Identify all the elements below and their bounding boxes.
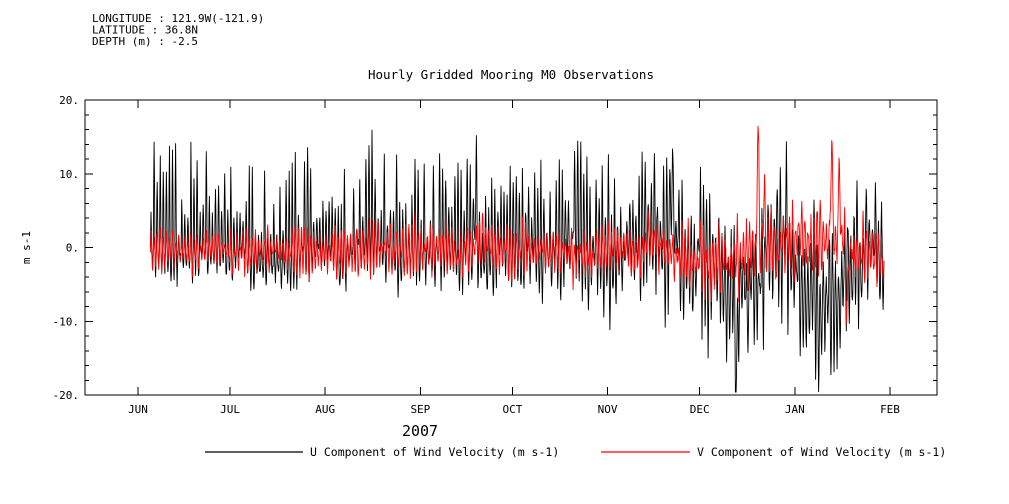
legend-u-label: U Component of Wind Velocity (m s-1) — [310, 445, 559, 459]
longitude-label: LONGITUDE : 121.9W(-121.9) — [92, 12, 264, 25]
axis-tick-labels: JUN JUL AUG SEP OCT NOV DEC JAN FEB 20. 10. 0. -10. -… — [53, 94, 901, 416]
y-tick-label: -20. — [53, 389, 80, 402]
x-month-label: SEP — [410, 403, 430, 416]
depth-label: DEPTH (m) : -2.5 — [92, 35, 198, 48]
y-tick-label: 20. — [59, 94, 79, 107]
x-month-label: JAN — [785, 403, 805, 416]
x-month-label: JUN — [128, 403, 148, 416]
x-month-label: OCT — [503, 403, 523, 416]
x-month-label: AUG — [315, 403, 335, 416]
latitude-label: LATITUDE : 36.8N — [92, 24, 198, 37]
x-month-label: FEB — [880, 403, 900, 416]
y-tick-label: 0. — [66, 242, 79, 255]
x-month-label: JUL — [220, 403, 240, 416]
y-axis-label: m s-1 — [20, 231, 33, 264]
data-series — [149, 125, 885, 393]
x-month-label: DEC — [690, 403, 710, 416]
y-tick-label: 10. — [59, 168, 79, 181]
legend-v-label: V Component of Wind Velocity (m s-1) — [697, 445, 946, 459]
x-month-label: NOV — [598, 403, 618, 416]
x-axis-year-label: 2007 — [402, 422, 438, 440]
y-tick-label: -10. — [53, 315, 80, 328]
chart-title: Hourly Gridded Mooring M0 Observations — [368, 67, 654, 82]
v-series-line — [149, 125, 885, 324]
axis-ticks — [85, 99, 937, 396]
